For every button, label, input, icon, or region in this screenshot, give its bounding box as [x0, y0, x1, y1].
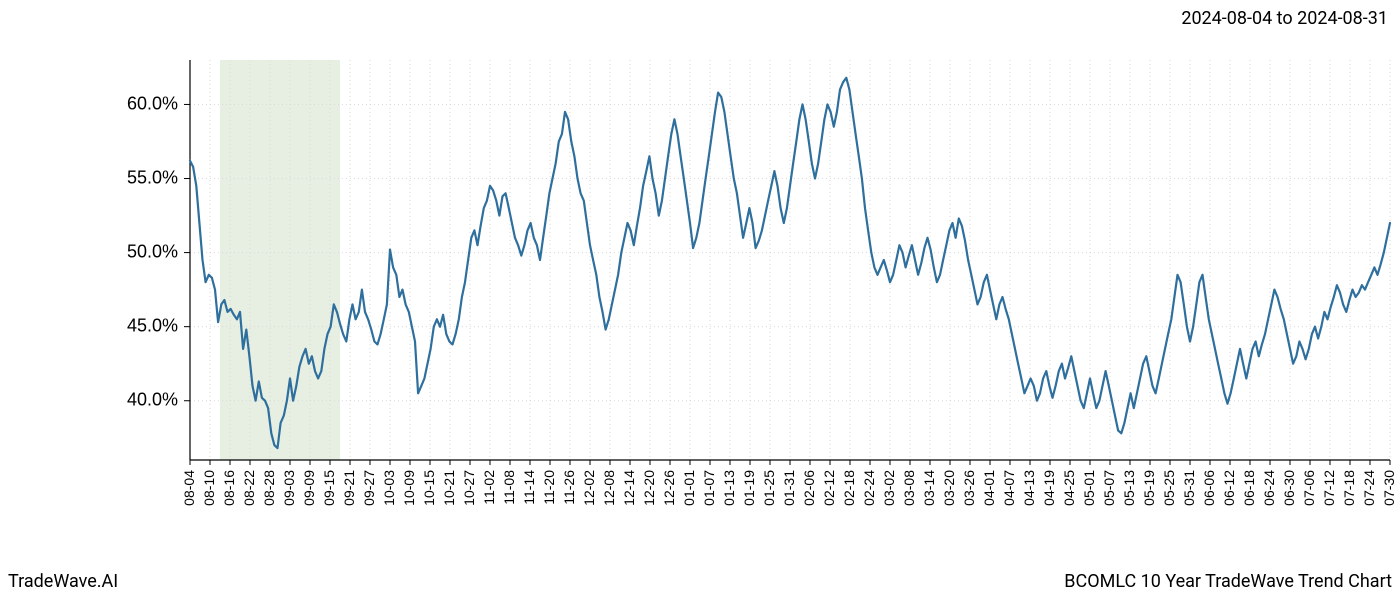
svg-text:11-14: 11-14 — [521, 470, 537, 505]
svg-text:05-13: 05-13 — [1121, 470, 1137, 506]
svg-text:02-06: 02-06 — [801, 470, 817, 506]
svg-text:10-15: 10-15 — [421, 470, 437, 506]
svg-text:03-08: 03-08 — [901, 470, 917, 506]
svg-text:06-12: 06-12 — [1221, 470, 1237, 506]
svg-text:09-09: 09-09 — [301, 470, 317, 506]
svg-text:06-18: 06-18 — [1241, 470, 1257, 506]
svg-text:08-10: 08-10 — [201, 470, 217, 506]
svg-text:11-08: 11-08 — [501, 470, 517, 505]
svg-text:07-24: 07-24 — [1361, 470, 1377, 506]
svg-text:10-27: 10-27 — [461, 470, 477, 506]
svg-text:07-18: 07-18 — [1341, 470, 1357, 506]
svg-text:03-20: 03-20 — [941, 470, 957, 506]
chart-title: BCOMLC 10 Year TradeWave Trend Chart — [1064, 571, 1392, 592]
svg-text:02-24: 02-24 — [861, 470, 877, 506]
svg-text:01-13: 01-13 — [721, 470, 737, 506]
svg-text:05-07: 05-07 — [1101, 470, 1117, 506]
svg-text:11-20: 11-20 — [541, 470, 557, 505]
svg-text:03-14: 03-14 — [921, 470, 937, 506]
svg-text:01-31: 01-31 — [781, 470, 797, 506]
date-range-label: 2024-08-04 to 2024-08-31 — [1181, 8, 1388, 29]
svg-text:09-27: 09-27 — [361, 470, 377, 506]
svg-text:04-25: 04-25 — [1061, 470, 1077, 506]
svg-text:05-01: 05-01 — [1081, 470, 1097, 506]
svg-text:05-25: 05-25 — [1161, 470, 1177, 506]
svg-text:04-01: 04-01 — [981, 470, 997, 506]
svg-text:50.0%: 50.0% — [127, 242, 178, 262]
svg-text:10-21: 10-21 — [441, 470, 457, 506]
svg-text:12-26: 12-26 — [661, 470, 677, 506]
svg-text:08-16: 08-16 — [221, 470, 237, 506]
svg-text:12-02: 12-02 — [581, 470, 597, 506]
svg-text:04-13: 04-13 — [1021, 470, 1037, 506]
svg-text:12-20: 12-20 — [641, 470, 657, 506]
svg-text:04-07: 04-07 — [1001, 470, 1017, 506]
brand-label: TradeWave.AI — [8, 571, 118, 592]
svg-text:06-30: 06-30 — [1281, 470, 1297, 506]
svg-text:10-03: 10-03 — [381, 470, 397, 506]
svg-text:02-18: 02-18 — [841, 470, 857, 506]
svg-text:05-31: 05-31 — [1181, 470, 1197, 506]
svg-text:01-01: 01-01 — [681, 470, 697, 506]
svg-text:60.0%: 60.0% — [127, 93, 178, 113]
svg-text:01-19: 01-19 — [741, 470, 757, 506]
svg-text:01-07: 01-07 — [701, 470, 717, 506]
svg-text:12-08: 12-08 — [601, 470, 617, 506]
svg-text:08-28: 08-28 — [261, 470, 277, 506]
svg-text:12-14: 12-14 — [621, 470, 637, 506]
svg-text:11-02: 11-02 — [481, 470, 497, 505]
svg-text:08-22: 08-22 — [241, 470, 257, 506]
svg-text:08-04: 08-04 — [181, 470, 197, 506]
svg-text:01-25: 01-25 — [761, 470, 777, 506]
svg-text:07-30: 07-30 — [1381, 470, 1397, 506]
svg-text:09-21: 09-21 — [341, 470, 357, 506]
svg-text:07-06: 07-06 — [1301, 470, 1317, 506]
svg-text:06-06: 06-06 — [1201, 470, 1217, 506]
svg-text:11-26: 11-26 — [561, 470, 577, 505]
svg-text:02-12: 02-12 — [821, 470, 837, 506]
trend-chart: 40.0% 45.0% 50.0% 55.0% 60.0% 08-0408-1008-16… — [0, 40, 1400, 550]
svg-text:07-12: 07-12 — [1321, 470, 1337, 506]
svg-text:09-15: 09-15 — [321, 470, 337, 506]
svg-text:04-19: 04-19 — [1041, 470, 1057, 506]
svg-text:03-02: 03-02 — [881, 470, 897, 506]
svg-text:40.0%: 40.0% — [127, 390, 178, 410]
svg-text:05-19: 05-19 — [1141, 470, 1157, 506]
svg-text:03-26: 03-26 — [961, 470, 977, 506]
svg-text:55.0%: 55.0% — [127, 168, 178, 188]
svg-text:10-09: 10-09 — [401, 470, 417, 506]
svg-text:06-24: 06-24 — [1261, 470, 1277, 506]
svg-text:45.0%: 45.0% — [127, 316, 178, 336]
svg-text:09-03: 09-03 — [281, 470, 297, 506]
